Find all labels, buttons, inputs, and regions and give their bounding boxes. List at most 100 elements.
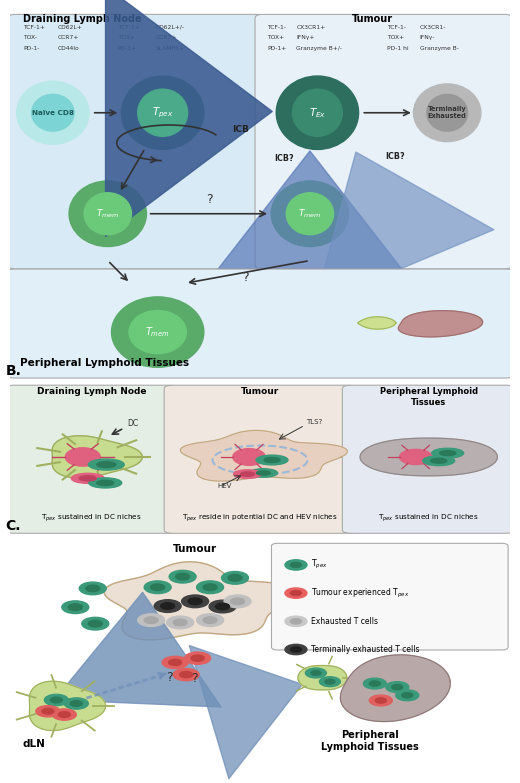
Circle shape — [97, 480, 114, 485]
Text: $T_{mem}$: $T_{mem}$ — [298, 207, 321, 220]
Circle shape — [285, 616, 307, 626]
Polygon shape — [30, 681, 106, 731]
Text: ?: ? — [242, 271, 249, 284]
Text: ?: ? — [191, 673, 198, 685]
Ellipse shape — [286, 193, 334, 235]
Circle shape — [144, 617, 158, 623]
Text: Terminally
Exhausted: Terminally Exhausted — [428, 106, 466, 119]
Polygon shape — [341, 655, 450, 721]
Circle shape — [228, 575, 242, 581]
Circle shape — [392, 684, 403, 690]
Circle shape — [291, 562, 302, 568]
Text: T$_{pex}$: T$_{pex}$ — [311, 558, 328, 572]
Text: Granzyme B+/-: Granzyme B+/- — [296, 46, 343, 51]
Text: Tumour: Tumour — [352, 14, 393, 24]
Circle shape — [176, 573, 190, 580]
Text: TLS?: TLS? — [306, 419, 322, 425]
Circle shape — [285, 588, 307, 598]
Circle shape — [50, 697, 62, 703]
Circle shape — [89, 478, 122, 488]
Circle shape — [36, 705, 60, 717]
FancyBboxPatch shape — [271, 543, 508, 650]
Circle shape — [203, 584, 217, 590]
Text: TCF-1+: TCF-1+ — [118, 25, 140, 30]
Text: IFNγ-: IFNγ- — [420, 35, 435, 41]
Circle shape — [166, 616, 193, 629]
Ellipse shape — [233, 449, 265, 465]
Circle shape — [71, 473, 104, 483]
Circle shape — [58, 712, 70, 717]
Circle shape — [264, 457, 280, 463]
Circle shape — [79, 582, 106, 595]
Ellipse shape — [413, 84, 481, 142]
Ellipse shape — [427, 95, 467, 131]
Circle shape — [86, 585, 100, 592]
Circle shape — [230, 598, 244, 604]
Text: Draining Lymph Node: Draining Lymph Node — [23, 14, 142, 24]
Text: PD-1+: PD-1+ — [267, 46, 287, 51]
Circle shape — [64, 698, 88, 709]
FancyBboxPatch shape — [8, 14, 265, 269]
Circle shape — [256, 455, 288, 465]
Circle shape — [169, 570, 196, 583]
Circle shape — [319, 677, 341, 687]
Circle shape — [432, 448, 464, 458]
Circle shape — [363, 678, 386, 689]
Circle shape — [224, 595, 251, 608]
Text: TCF-1-: TCF-1- — [267, 25, 287, 30]
Circle shape — [82, 617, 109, 630]
Polygon shape — [180, 431, 347, 481]
Polygon shape — [52, 436, 142, 478]
Text: Peripheral Lymphoid Tissues: Peripheral Lymphoid Tissues — [20, 359, 189, 368]
Circle shape — [369, 695, 392, 706]
Ellipse shape — [32, 95, 74, 131]
Circle shape — [386, 682, 409, 692]
Text: PD-1-: PD-1- — [23, 46, 39, 51]
Text: A.: A. — [5, 0, 22, 2]
FancyBboxPatch shape — [8, 269, 512, 378]
Circle shape — [88, 459, 124, 470]
Ellipse shape — [292, 89, 342, 136]
Circle shape — [62, 601, 89, 614]
Circle shape — [97, 462, 116, 467]
Text: Draining Lymph Node: Draining Lymph Node — [37, 388, 147, 396]
Text: CCR7+: CCR7+ — [155, 35, 177, 41]
Circle shape — [42, 709, 54, 714]
Circle shape — [396, 690, 419, 701]
Text: PD-1+: PD-1+ — [118, 46, 137, 51]
Text: Granzyme B-: Granzyme B- — [420, 46, 459, 51]
Circle shape — [440, 451, 456, 456]
Text: CX3CR1+: CX3CR1+ — [296, 25, 326, 30]
Circle shape — [250, 469, 278, 478]
Circle shape — [311, 670, 321, 675]
Text: Naïve CD8: Naïve CD8 — [32, 110, 74, 116]
Text: T$_{pex}$ reside in potential DC and HEV niches: T$_{pex}$ reside in potential DC and HEV… — [182, 513, 338, 524]
Circle shape — [222, 572, 249, 584]
Polygon shape — [298, 666, 347, 690]
Text: Peripheral Lymphoid
Tissues: Peripheral Lymphoid Tissues — [380, 388, 478, 407]
Text: TCF-1+: TCF-1+ — [23, 25, 45, 30]
Circle shape — [44, 695, 68, 705]
Circle shape — [70, 701, 82, 706]
Ellipse shape — [69, 181, 147, 247]
Text: Tumour: Tumour — [241, 388, 279, 396]
Ellipse shape — [122, 76, 204, 150]
Text: ?: ? — [206, 193, 212, 206]
Circle shape — [197, 581, 224, 594]
Circle shape — [138, 614, 165, 626]
Text: CX3CR1-: CX3CR1- — [420, 25, 446, 30]
Polygon shape — [358, 317, 396, 329]
Text: B.: B. — [5, 363, 21, 377]
Text: Terminally exhausted T cells: Terminally exhausted T cells — [311, 645, 420, 654]
FancyBboxPatch shape — [255, 14, 512, 269]
Text: SLAMF6+: SLAMF6+ — [155, 46, 184, 51]
Polygon shape — [398, 311, 483, 337]
Text: HEV: HEV — [217, 483, 232, 489]
Text: dLN: dLN — [23, 739, 46, 749]
FancyBboxPatch shape — [164, 385, 356, 533]
Circle shape — [402, 693, 413, 698]
Circle shape — [161, 603, 175, 609]
Circle shape — [181, 595, 209, 608]
Text: IFNγ+: IFNγ+ — [296, 35, 315, 41]
Circle shape — [325, 680, 335, 684]
